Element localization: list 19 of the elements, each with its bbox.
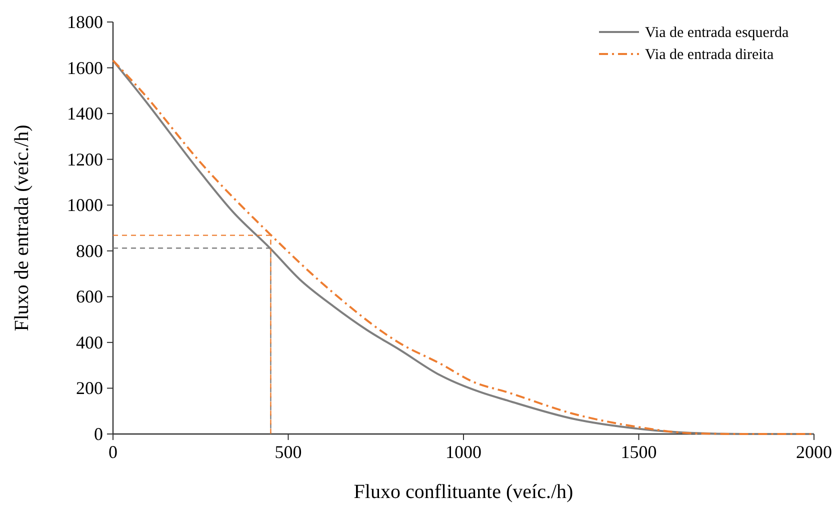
x-tick-label: 2000 — [796, 442, 832, 462]
y-tick-label: 1000 — [67, 195, 103, 216]
x-tick-label: 500 — [274, 442, 302, 462]
y-tick-label: 1800 — [67, 12, 103, 32]
y-tick-label: 1400 — [67, 104, 103, 124]
y-axis-title: Fluxo de entrada (veíc./h) — [11, 124, 33, 332]
y-tick-label: 800 — [76, 240, 103, 261]
y-tick-label: 1600 — [67, 58, 103, 78]
y-tick-label: 1200 — [67, 149, 103, 170]
x-tick-label: 1500 — [620, 442, 657, 462]
x-tick-label: 1000 — [446, 442, 482, 462]
x-tick-label: 0 — [108, 442, 118, 462]
legend-label: Via de entrada esquerda — [645, 25, 789, 41]
y-tick-label: 600 — [76, 286, 103, 307]
legend-label: Via de entrada direita — [645, 47, 774, 63]
y-tick-label: 0 — [94, 424, 103, 444]
y-tick-label: 400 — [76, 332, 103, 352]
x-axis-title: Fluxo conflituante (veíc./h) — [354, 481, 574, 503]
y-tick-label: 200 — [76, 378, 103, 398]
